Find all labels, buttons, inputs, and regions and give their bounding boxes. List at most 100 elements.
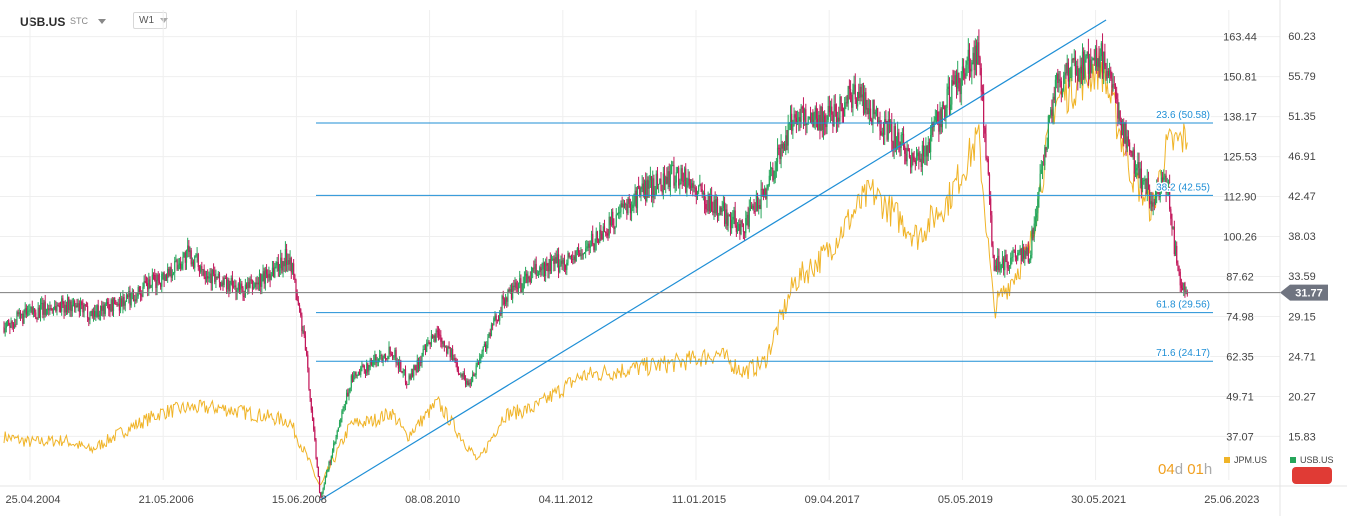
candle-body <box>891 121 893 142</box>
candle-body <box>1103 51 1105 74</box>
candle-body <box>462 372 464 377</box>
symbol-label[interactable]: USB.US <box>20 15 66 29</box>
candle-body <box>533 267 535 269</box>
candle-body <box>347 392 349 397</box>
candle-body <box>703 192 706 205</box>
candle-body <box>323 484 325 489</box>
candle-body <box>725 209 727 224</box>
candle-body <box>646 179 648 201</box>
candle-body <box>147 283 149 290</box>
candle-body <box>915 156 918 164</box>
candle-body <box>154 274 156 281</box>
candle-body <box>370 359 372 365</box>
candle-body <box>26 311 29 315</box>
candle-body <box>228 279 230 291</box>
candle-body <box>262 271 264 276</box>
candle-body <box>391 355 394 358</box>
candle-body <box>875 107 878 112</box>
candle-body <box>180 263 182 269</box>
chart-toolbar: USB.US STC W1 <box>0 0 1347 40</box>
candle-body <box>227 279 229 290</box>
candle-body <box>461 374 463 377</box>
candle-body <box>633 202 635 205</box>
candle-body <box>618 212 620 214</box>
candle-body <box>1078 79 1080 81</box>
candle-body <box>659 178 661 185</box>
candle-body <box>766 188 768 199</box>
legend-item-usb[interactable]: USB.US <box>1290 455 1334 465</box>
candle-body <box>229 284 231 291</box>
candle-body <box>1030 255 1032 261</box>
candle-body <box>1161 177 1164 180</box>
candle-body <box>793 114 795 126</box>
candle-body <box>195 254 197 257</box>
candle-body <box>912 152 914 157</box>
candle-body <box>957 72 959 89</box>
candle-body <box>1116 92 1118 100</box>
candle-body <box>108 304 110 310</box>
interval-selector[interactable]: W1 <box>133 12 168 29</box>
candle-body <box>1046 147 1048 150</box>
candle-body <box>940 109 942 128</box>
candle-body <box>110 299 112 311</box>
candle-body <box>974 45 976 71</box>
legend-item-jpm[interactable]: JPM.US <box>1224 455 1267 465</box>
candle-body <box>358 371 361 375</box>
candle-body <box>985 133 987 159</box>
candle-body <box>834 104 836 112</box>
candle-body <box>282 261 284 271</box>
candle-body <box>1184 282 1186 293</box>
candle-body <box>1104 51 1106 67</box>
candle-body <box>386 358 388 359</box>
candle-body <box>355 372 357 377</box>
candle-body <box>338 422 341 428</box>
candle-body <box>1090 59 1092 73</box>
candle-body <box>955 75 958 89</box>
price-axis-tick-usb: 62.35 <box>1226 351 1254 363</box>
candle-body <box>509 289 511 292</box>
candle-body <box>681 168 683 181</box>
candle-body <box>600 229 602 234</box>
candle-body <box>760 188 762 210</box>
candle-body <box>1061 89 1064 95</box>
candle-body <box>182 256 184 265</box>
candle-body <box>235 285 237 294</box>
candle-body <box>597 239 600 243</box>
candle-body <box>953 81 955 85</box>
candle-body <box>165 275 168 279</box>
candle-body <box>897 132 899 146</box>
candle-body <box>178 263 181 265</box>
candle-body <box>197 254 199 267</box>
candle-body <box>383 354 385 358</box>
candle-body <box>641 183 643 190</box>
candle-body <box>293 263 295 275</box>
candle-body <box>711 194 713 211</box>
candle-body <box>200 266 202 272</box>
time-axis-tick: 25.06.2023 <box>1204 494 1259 506</box>
candle-body <box>530 271 533 282</box>
chart-type-selector[interactable]: STC <box>70 16 106 26</box>
candle-body <box>1031 229 1033 256</box>
candle-body <box>524 273 527 277</box>
candle-body <box>862 94 865 114</box>
price-axis-tick-jpm: 29.15 <box>1288 311 1316 323</box>
candle-body <box>1120 120 1122 136</box>
candle-body <box>773 179 775 181</box>
candle-body <box>155 280 157 288</box>
candle-body <box>612 211 614 225</box>
candle-body <box>613 224 615 230</box>
candle-body <box>732 216 734 220</box>
candle-body <box>328 462 330 471</box>
candle-body <box>183 252 185 257</box>
candle-body <box>50 308 52 309</box>
time-axis-tick: 09.04.2017 <box>805 494 860 506</box>
candle-body <box>1047 116 1049 148</box>
candle-body <box>324 476 327 485</box>
sell-button[interactable] <box>1292 467 1332 484</box>
candle-body <box>1011 257 1013 258</box>
candle-body <box>240 283 242 290</box>
candle-body <box>63 304 65 313</box>
candle-body <box>56 304 58 311</box>
candle-body <box>666 176 668 184</box>
